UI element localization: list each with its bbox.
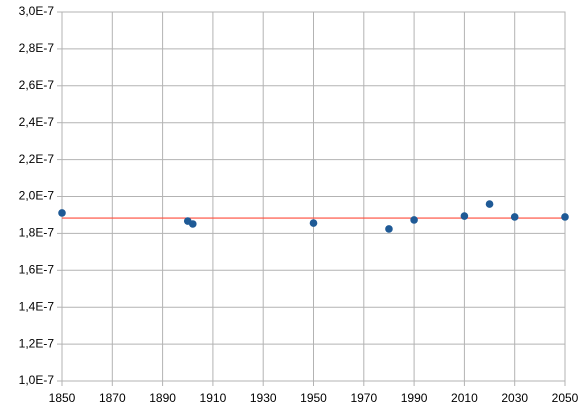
y-tick-label: 2,6E-7 [19, 78, 55, 92]
point [58, 209, 66, 217]
y-tick-label: 1,6E-7 [19, 262, 55, 276]
y-tick-label: 1,0E-7 [19, 373, 55, 387]
y-tick-label: 1,2E-7 [19, 336, 55, 350]
point [510, 213, 519, 221]
x-tick-label: 1870 [99, 391, 126, 405]
point [385, 225, 393, 233]
point [561, 213, 569, 221]
y-tick-label: 2,2E-7 [19, 152, 55, 166]
x-tick-label: 2050 [552, 391, 579, 405]
y-tick-label: 2,8E-7 [19, 41, 55, 55]
x-tick-label: 1970 [350, 391, 377, 405]
point [410, 216, 418, 224]
x-tick-label: 1850 [49, 391, 76, 405]
y-tick-label: 1,8E-7 [19, 226, 55, 240]
x-tick-label: 1890 [149, 391, 176, 405]
x-tick-label: 2010 [451, 391, 478, 405]
point [485, 200, 494, 208]
point [309, 219, 318, 227]
point [188, 220, 197, 228]
y-tick-label: 1,4E-7 [19, 299, 55, 313]
y-tick-label: 3,0E-7 [19, 4, 55, 18]
y-tick-label: 2,4E-7 [19, 115, 55, 129]
x-tick-label: 2030 [501, 391, 528, 405]
y-tick-label: 2,0E-7 [19, 189, 55, 203]
x-tick-label: 1950 [300, 391, 327, 405]
x-tick-label: 1910 [200, 391, 227, 405]
point [460, 212, 469, 220]
x-tick-label: 1990 [401, 391, 428, 405]
x-tick-label: 1930 [250, 391, 277, 405]
